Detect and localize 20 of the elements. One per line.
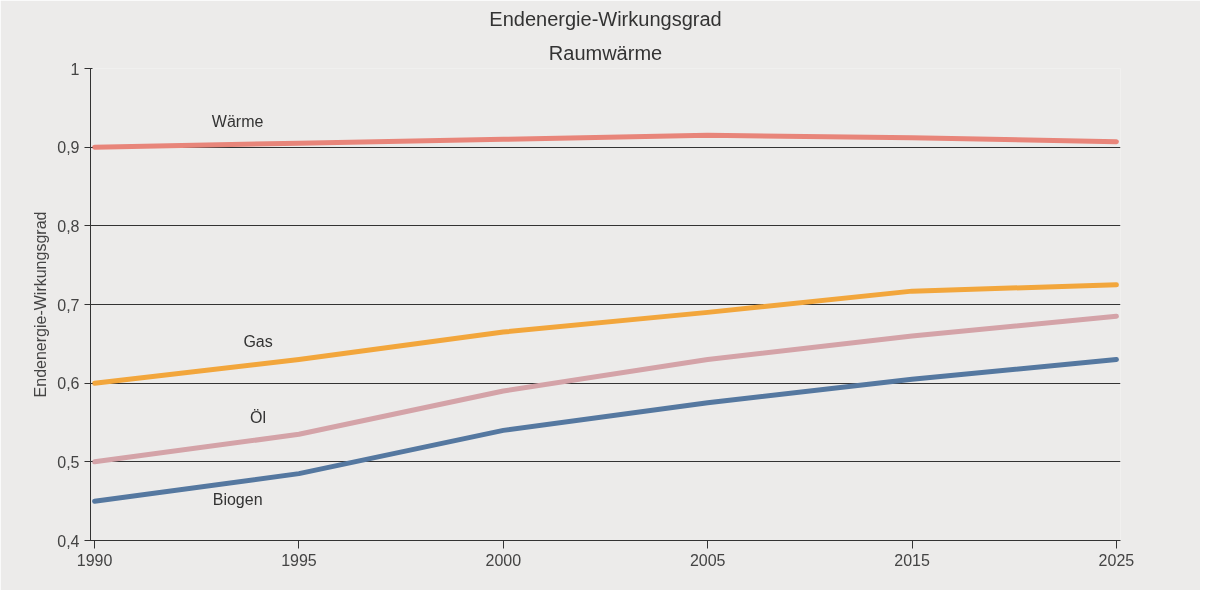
x-tick-label: 2015 (894, 551, 930, 569)
series-label: Biogen (212, 490, 263, 508)
y-tick-label: 0,5 (57, 453, 80, 471)
y-tick-label: 0,7 (57, 296, 80, 314)
x-tick-label: 1990 (76, 551, 113, 569)
y-axis-title: Endenergie-Wirkungsgrad (32, 211, 50, 398)
x-tick-label: 2000 (485, 551, 522, 569)
y-tick-label: 0,4 (57, 532, 80, 550)
x-tick-label: 2005 (689, 551, 726, 569)
y-tick-label: 0,8 (57, 217, 80, 235)
series-label: Gas (243, 333, 273, 351)
x-tick-label: 1995 (281, 551, 317, 569)
series-label: Wärme (211, 113, 264, 131)
series-label: Öl (250, 408, 267, 426)
x-tick-label: 2025 (1098, 551, 1135, 569)
chart-title: Endenergie-Wirkungsgrad (489, 7, 722, 30)
y-tick-label: 1 (70, 60, 80, 78)
chart-subtitle: Raumwärme (548, 41, 663, 64)
y-tick-label: 0,9 (57, 139, 80, 157)
y-tick-label: 0,6 (57, 375, 80, 393)
